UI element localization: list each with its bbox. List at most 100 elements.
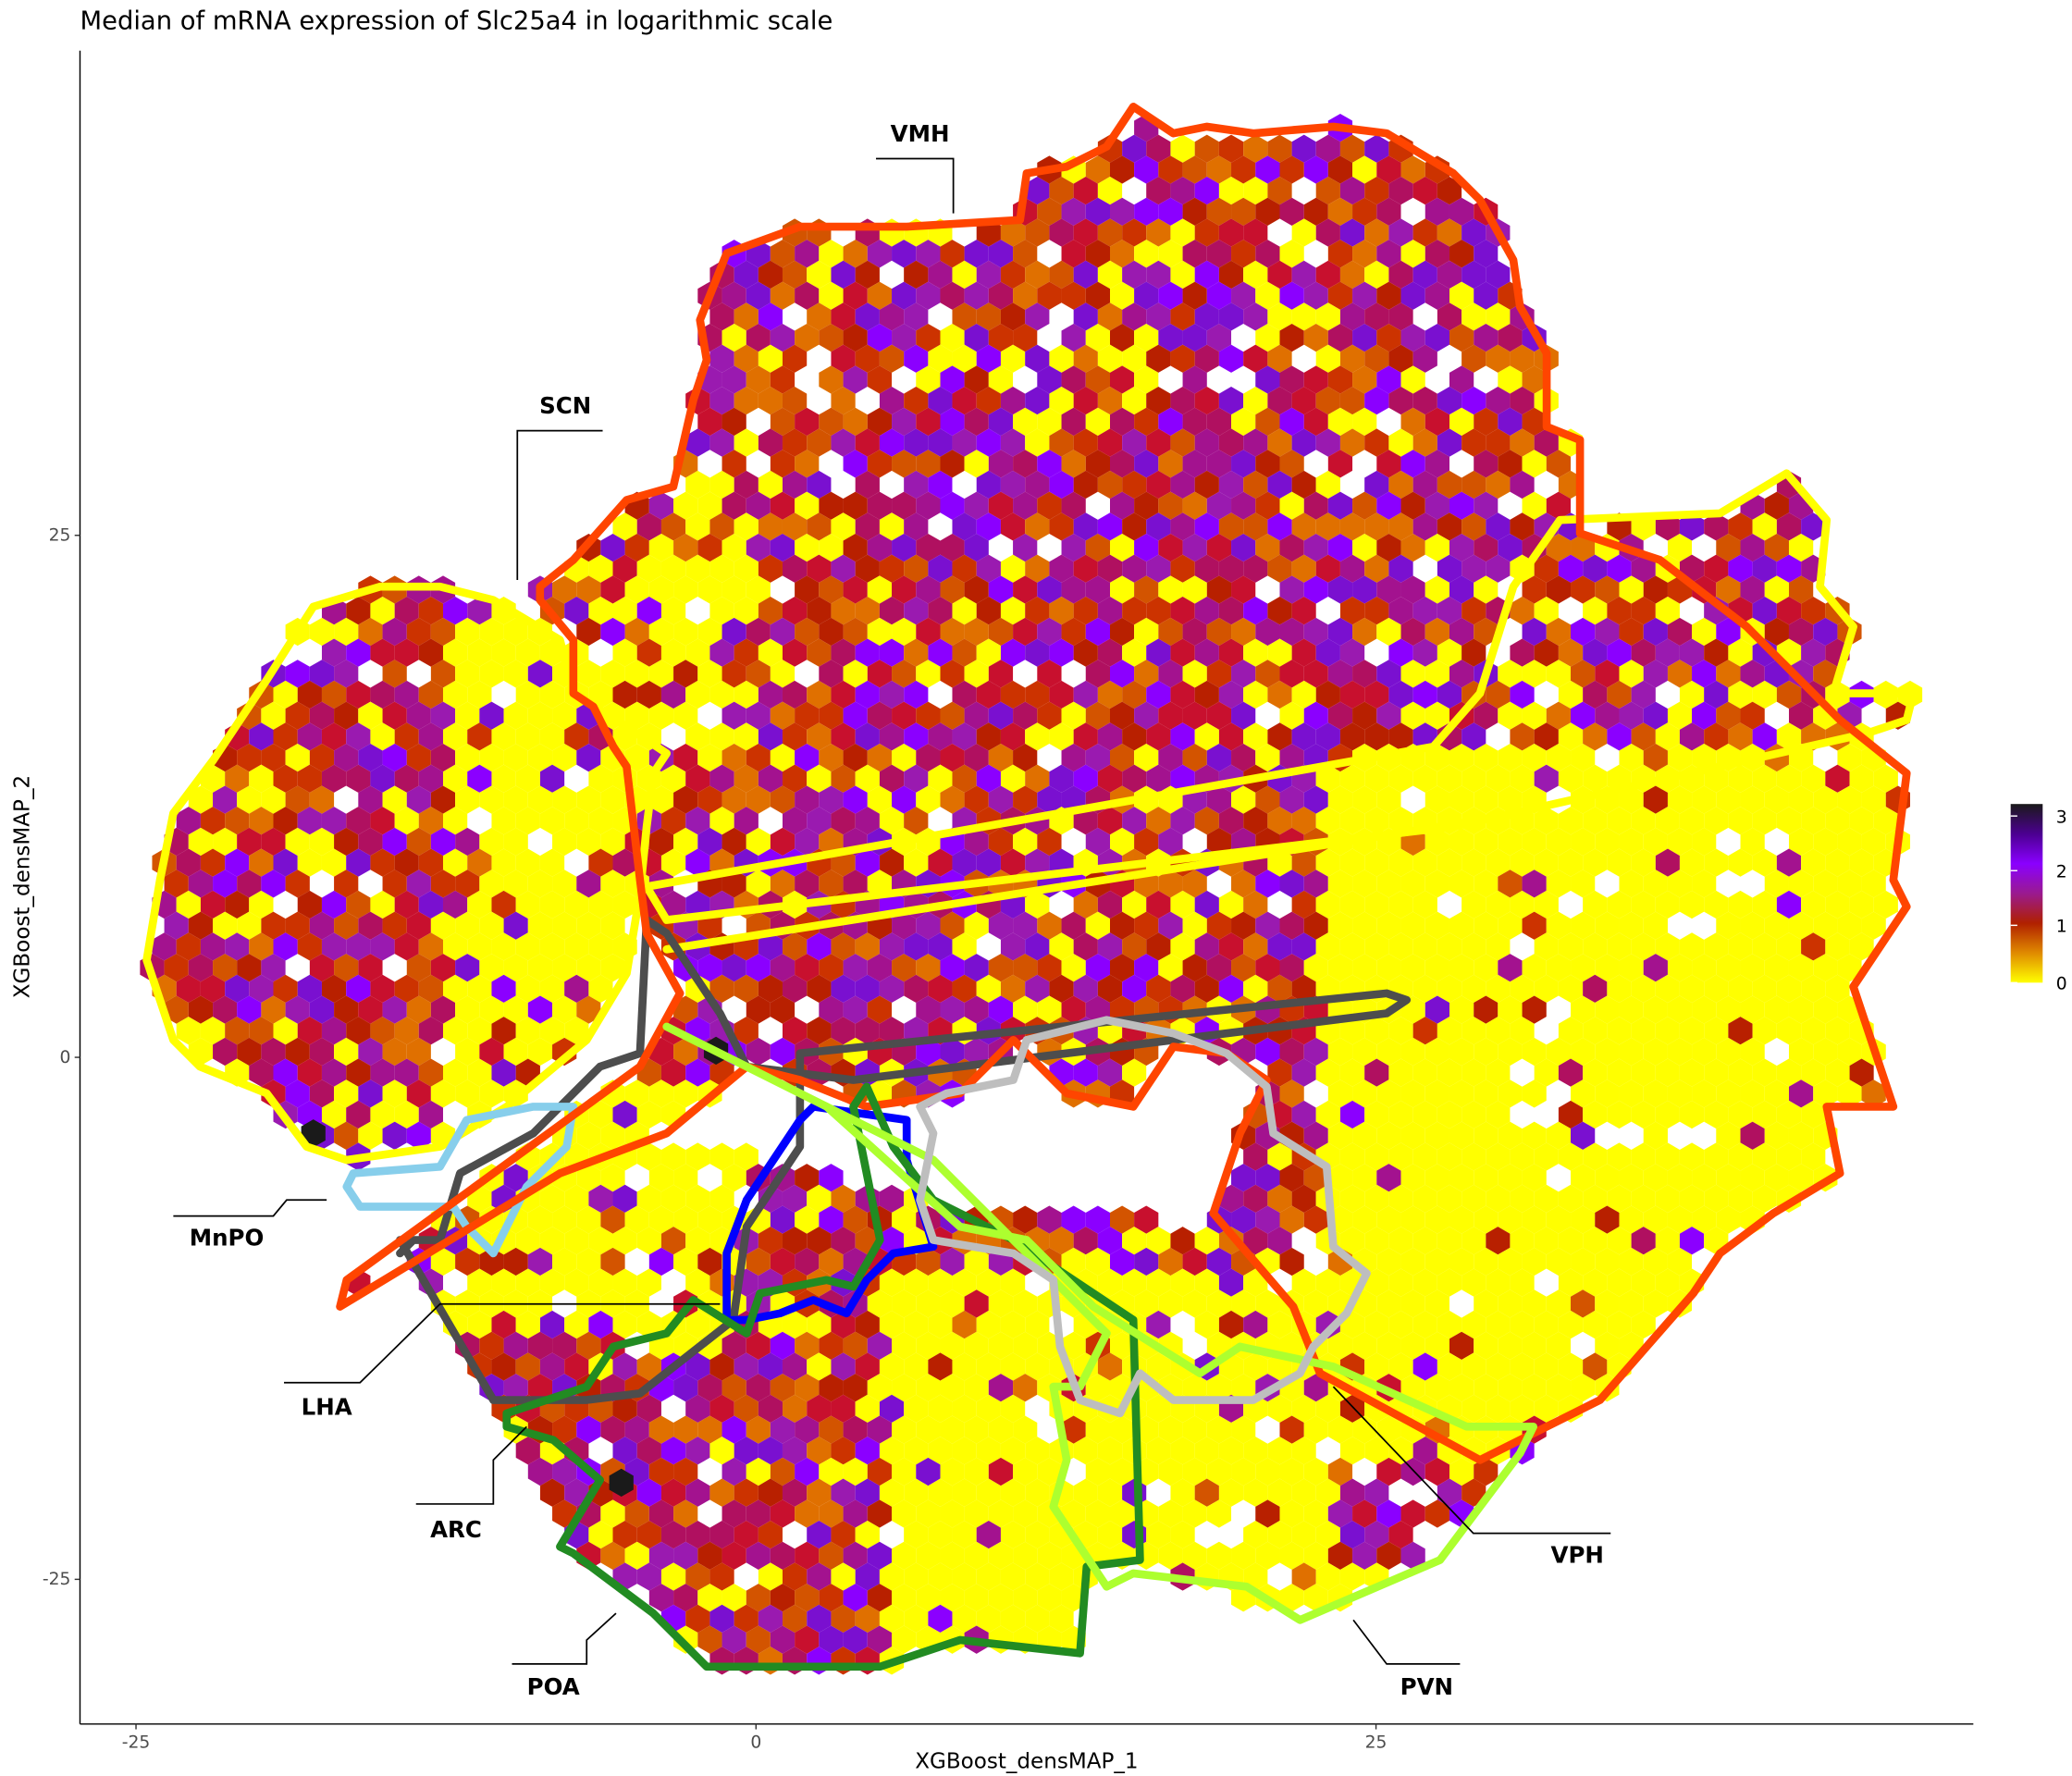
hex-bin: [1037, 954, 1062, 982]
hex-bin: [1255, 1037, 1280, 1067]
hex-bin: [1231, 701, 1256, 730]
hex-bin: [1146, 597, 1171, 625]
hex-bin: [1110, 240, 1135, 268]
hex-bin: [1255, 1289, 1280, 1318]
hex-bin: [418, 932, 443, 961]
hex-bin: [1376, 365, 1401, 394]
hex-bin: [673, 1499, 698, 1528]
leader-SCN: [516, 429, 603, 581]
hex-bin: [1170, 1478, 1195, 1507]
hex-bin: [430, 660, 456, 688]
hex-bin: [976, 764, 1001, 793]
hex-bin: [273, 932, 298, 961]
hex-bin: [346, 764, 371, 793]
hex-bin: [1025, 344, 1050, 373]
hex-bin: [1424, 995, 1449, 1024]
hex-bin: [346, 1100, 371, 1129]
hex-bin: [1583, 974, 1608, 1003]
hex-bin: [1013, 827, 1038, 857]
hex-bin: [1158, 281, 1183, 310]
hex-bin: [916, 995, 941, 1024]
hex-bin: [539, 807, 565, 835]
hex-bin: [515, 764, 540, 793]
hex-bin: [1412, 638, 1437, 667]
hex-bin: [964, 1415, 989, 1444]
hex-bin: [964, 954, 989, 982]
hex-bin: [1110, 491, 1135, 520]
hex-bin: [1534, 1352, 1559, 1381]
hex-bin: [1025, 1562, 1050, 1591]
hex-bin: [1025, 680, 1050, 709]
hex-bin: [636, 1100, 661, 1129]
hex-bin: [455, 827, 480, 857]
hex-bin: [1546, 1037, 1572, 1067]
hex-bin: [479, 870, 504, 898]
hex-bin: [588, 1100, 613, 1129]
hex-bin: [600, 1247, 625, 1276]
hex-bin: [1437, 176, 1462, 205]
hex-bin: [904, 554, 929, 583]
hex-bin: [1607, 1142, 1632, 1171]
hex-bin: [734, 1142, 758, 1171]
hex-bin: [1607, 680, 1632, 709]
hex-bin: [1000, 1268, 1026, 1297]
hex-bin: [1194, 176, 1219, 205]
hex-bin: [1146, 680, 1171, 709]
hex-bin: [1267, 176, 1292, 205]
hex-bin: [612, 680, 637, 709]
hex-bin: [1474, 617, 1498, 647]
hex-bin: [1474, 1331, 1498, 1360]
hex-bin: [770, 491, 796, 520]
hex-bin: [1049, 470, 1074, 500]
hex-bin: [1498, 450, 1523, 478]
hex-bin: [1462, 1017, 1486, 1045]
hex-bin: [1327, 1499, 1353, 1528]
hex-bin: [176, 807, 201, 835]
hex-bin: [1037, 575, 1062, 604]
hex-bin: [843, 1499, 868, 1528]
hex-bin: [879, 1478, 905, 1507]
hex-bin: [722, 450, 746, 478]
hex-bin: [1619, 1164, 1644, 1192]
hex-bin: [249, 1017, 274, 1045]
hex-bin: [964, 450, 989, 478]
hex-bin: [879, 1604, 905, 1634]
hex-bin: [1728, 974, 1753, 1003]
hex-bin: [1013, 240, 1038, 268]
hex-bin: [734, 428, 758, 457]
hex-bin: [831, 974, 856, 1003]
hex-bin: [249, 764, 274, 793]
hex-bin: [1025, 302, 1050, 331]
hex-bin: [673, 575, 698, 604]
hex-bin: [1279, 281, 1304, 310]
hex-bin: [1655, 807, 1680, 835]
hex-bin: [831, 512, 856, 541]
hex-bin: [831, 302, 856, 331]
hex-bin: [1486, 344, 1511, 373]
hex-bin: [1315, 722, 1340, 751]
hex-bin: [273, 974, 298, 1003]
hex-bin: [564, 1184, 589, 1213]
hex-bin: [1146, 387, 1171, 415]
hex-bin: [1679, 1142, 1705, 1171]
hex-bin: [564, 1227, 589, 1255]
hex-bin: [1679, 890, 1705, 919]
hex-bin: [1255, 534, 1280, 562]
hex-bin: [237, 1037, 262, 1067]
hex-bin: [552, 1331, 577, 1360]
hex-bin: [176, 932, 201, 961]
hex-bin: [1462, 638, 1486, 667]
hex-bin: [1110, 827, 1135, 857]
hex-bin: [1813, 911, 1838, 940]
hex-bin: [455, 701, 480, 730]
hex-bin: [503, 827, 528, 857]
hex-bin: [660, 512, 686, 541]
hex-bin: [1073, 932, 1098, 961]
hex-bin: [1679, 1227, 1705, 1255]
hex-bin: [1474, 1457, 1498, 1486]
hex-bin: [491, 974, 516, 1003]
hex-bin: [1376, 323, 1401, 352]
hex-bin: [1000, 680, 1026, 709]
hex-bin: [782, 1310, 808, 1339]
hex-bin: [539, 974, 565, 1003]
